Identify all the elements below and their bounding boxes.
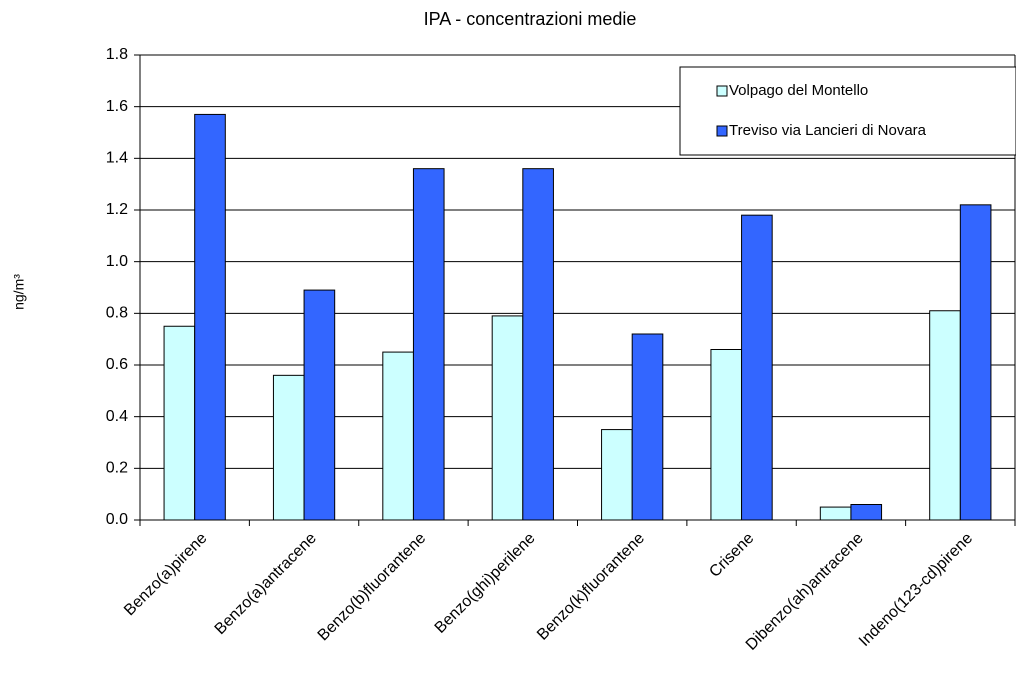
bar [850, 504, 883, 521]
bar [959, 204, 992, 521]
bar [194, 113, 226, 521]
legend-label: Treviso via Lancieri di Novara [729, 122, 927, 139]
x-tick-label: Benzo(b)fluorantene [315, 530, 430, 645]
bar [601, 429, 633, 521]
x-tick-label: Benzo(a)pirene [121, 530, 210, 619]
bar [163, 325, 196, 521]
x-tick-label: Indeno(123-cd)pirene [856, 530, 976, 650]
x-tick-label: Benzo(k)fluorantene [534, 530, 648, 644]
y-tick-label: 0.8 [106, 305, 128, 322]
y-tick-label: 1.4 [106, 150, 128, 167]
bar [303, 289, 336, 521]
bar [522, 168, 554, 521]
y-tick-label: 1.6 [106, 98, 128, 115]
x-tick-label: Crisene [706, 530, 757, 581]
y-axis-label: ng/m³ [11, 274, 27, 310]
bar [382, 351, 414, 521]
legend-label: Volpago del Montello [729, 82, 868, 99]
bar [741, 214, 773, 521]
y-tick-label: 0.4 [106, 408, 128, 425]
x-tick-label: Benzo(a)antracene [212, 530, 320, 638]
legend-box [679, 66, 1016, 156]
x-tick-label: Dibenzo(ah)antracene [743, 530, 867, 654]
y-tick-label: 0.6 [106, 356, 128, 373]
bar [272, 374, 305, 521]
bar [631, 333, 664, 521]
y-tick-label: 1.0 [106, 253, 128, 270]
y-tick-label: 0.2 [106, 460, 128, 477]
bar [819, 506, 852, 521]
y-tick-label: 1.2 [106, 201, 128, 218]
bar [491, 315, 524, 521]
legend-swatch [716, 85, 728, 97]
y-tick-label: 1.8 [106, 46, 128, 63]
y-tick-label: 0.0 [106, 511, 128, 528]
bar [710, 349, 743, 521]
bar [929, 310, 961, 521]
legend-swatch [716, 125, 728, 137]
chart-title: IPA - concentrazioni medie [424, 9, 637, 29]
bar [412, 168, 445, 521]
x-tick-label: Benzo(ghi)perilene [432, 530, 539, 637]
